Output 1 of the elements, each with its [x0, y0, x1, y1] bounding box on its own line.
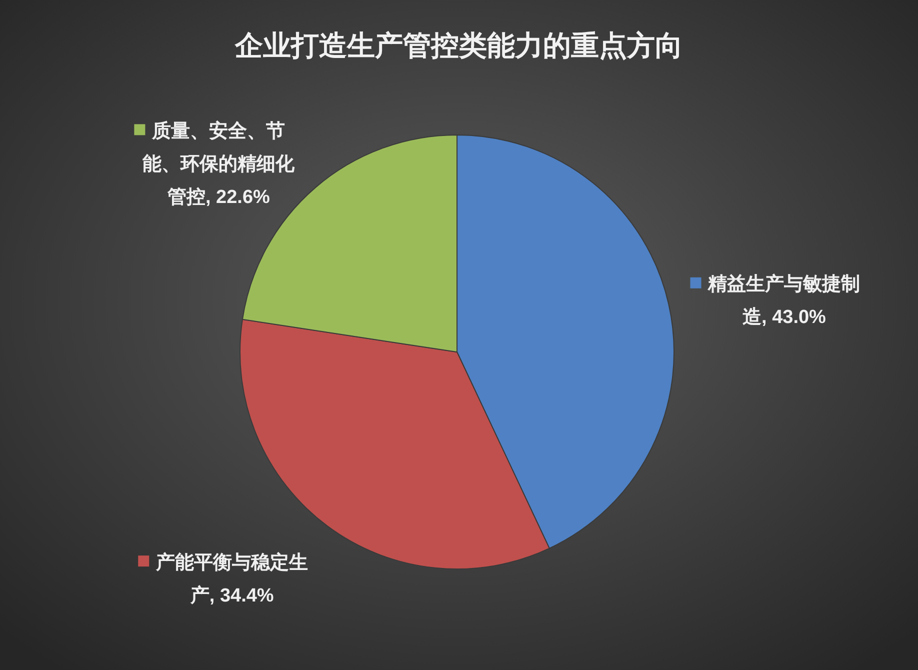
title: 企业打造生产管控类能力的重点方向: [235, 30, 683, 61]
